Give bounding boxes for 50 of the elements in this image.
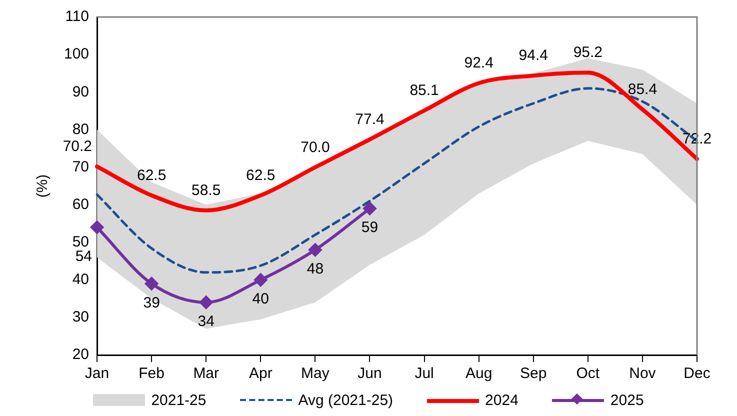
y-axis-title: (%) [34,174,52,198]
point [254,273,268,286]
x-tick-label: Feb [138,365,164,382]
point [308,243,322,256]
data-label: 62.5 [136,167,166,184]
data-label: 62.5 [246,167,276,184]
x-tick-label: Apr [248,365,272,382]
y-tick-label: 80 [72,120,90,138]
x-tick-label: Oct [576,365,600,382]
data-label: 77.4 [355,111,384,128]
x-tick-label: Mar [193,365,220,382]
x-tick-label: Jun [358,365,382,382]
x-tick-label: Jan [84,365,110,382]
y-tick-label: 40 [72,271,90,288]
legend-label: Avg (2021-25) [298,392,394,408]
y-tick-label: 110 [65,8,90,26]
legend-label: 2025 [610,392,644,408]
y-tick-label: 60 [72,196,90,213]
data-label: 70.2 [62,138,92,156]
data-label: 85.4 [628,81,658,98]
x-tick-label: Nov [629,365,656,382]
y-tick-label: 100 [64,46,90,63]
data-label: 58.5 [192,182,221,200]
y-tick-label: 90 [72,83,90,100]
data-label: 54 [75,248,92,265]
data-label: 95.2 [573,44,603,62]
y-tick-label: 20 [72,346,90,364]
data-label: 85.1 [410,82,439,100]
y-tick-label: 30 [72,308,90,326]
data-label: 39 [143,294,160,312]
data-label: 59 [361,219,378,236]
point [90,220,104,234]
data-label: 40 [252,290,269,308]
data-label: 34 [198,313,214,330]
data-label: 70.0 [300,138,330,156]
x-tick-label: Jul [414,365,434,382]
y-tick-label: 50 [72,233,90,250]
data-label: 48 [306,260,324,278]
point [145,277,158,290]
text: 2021-25 [151,392,206,408]
point [363,202,376,216]
legend-label: 2024 [485,392,518,408]
y-tick-label: 70 [72,158,90,176]
point [200,296,213,309]
x-tick-label: Dec [684,365,711,382]
x-tick-label: May [301,365,330,382]
x-tick-label: Sep [520,365,547,382]
x-tick-label: Aug [465,365,492,382]
data-label: 94.4 [518,47,548,64]
data-label: 92.4 [464,54,494,72]
